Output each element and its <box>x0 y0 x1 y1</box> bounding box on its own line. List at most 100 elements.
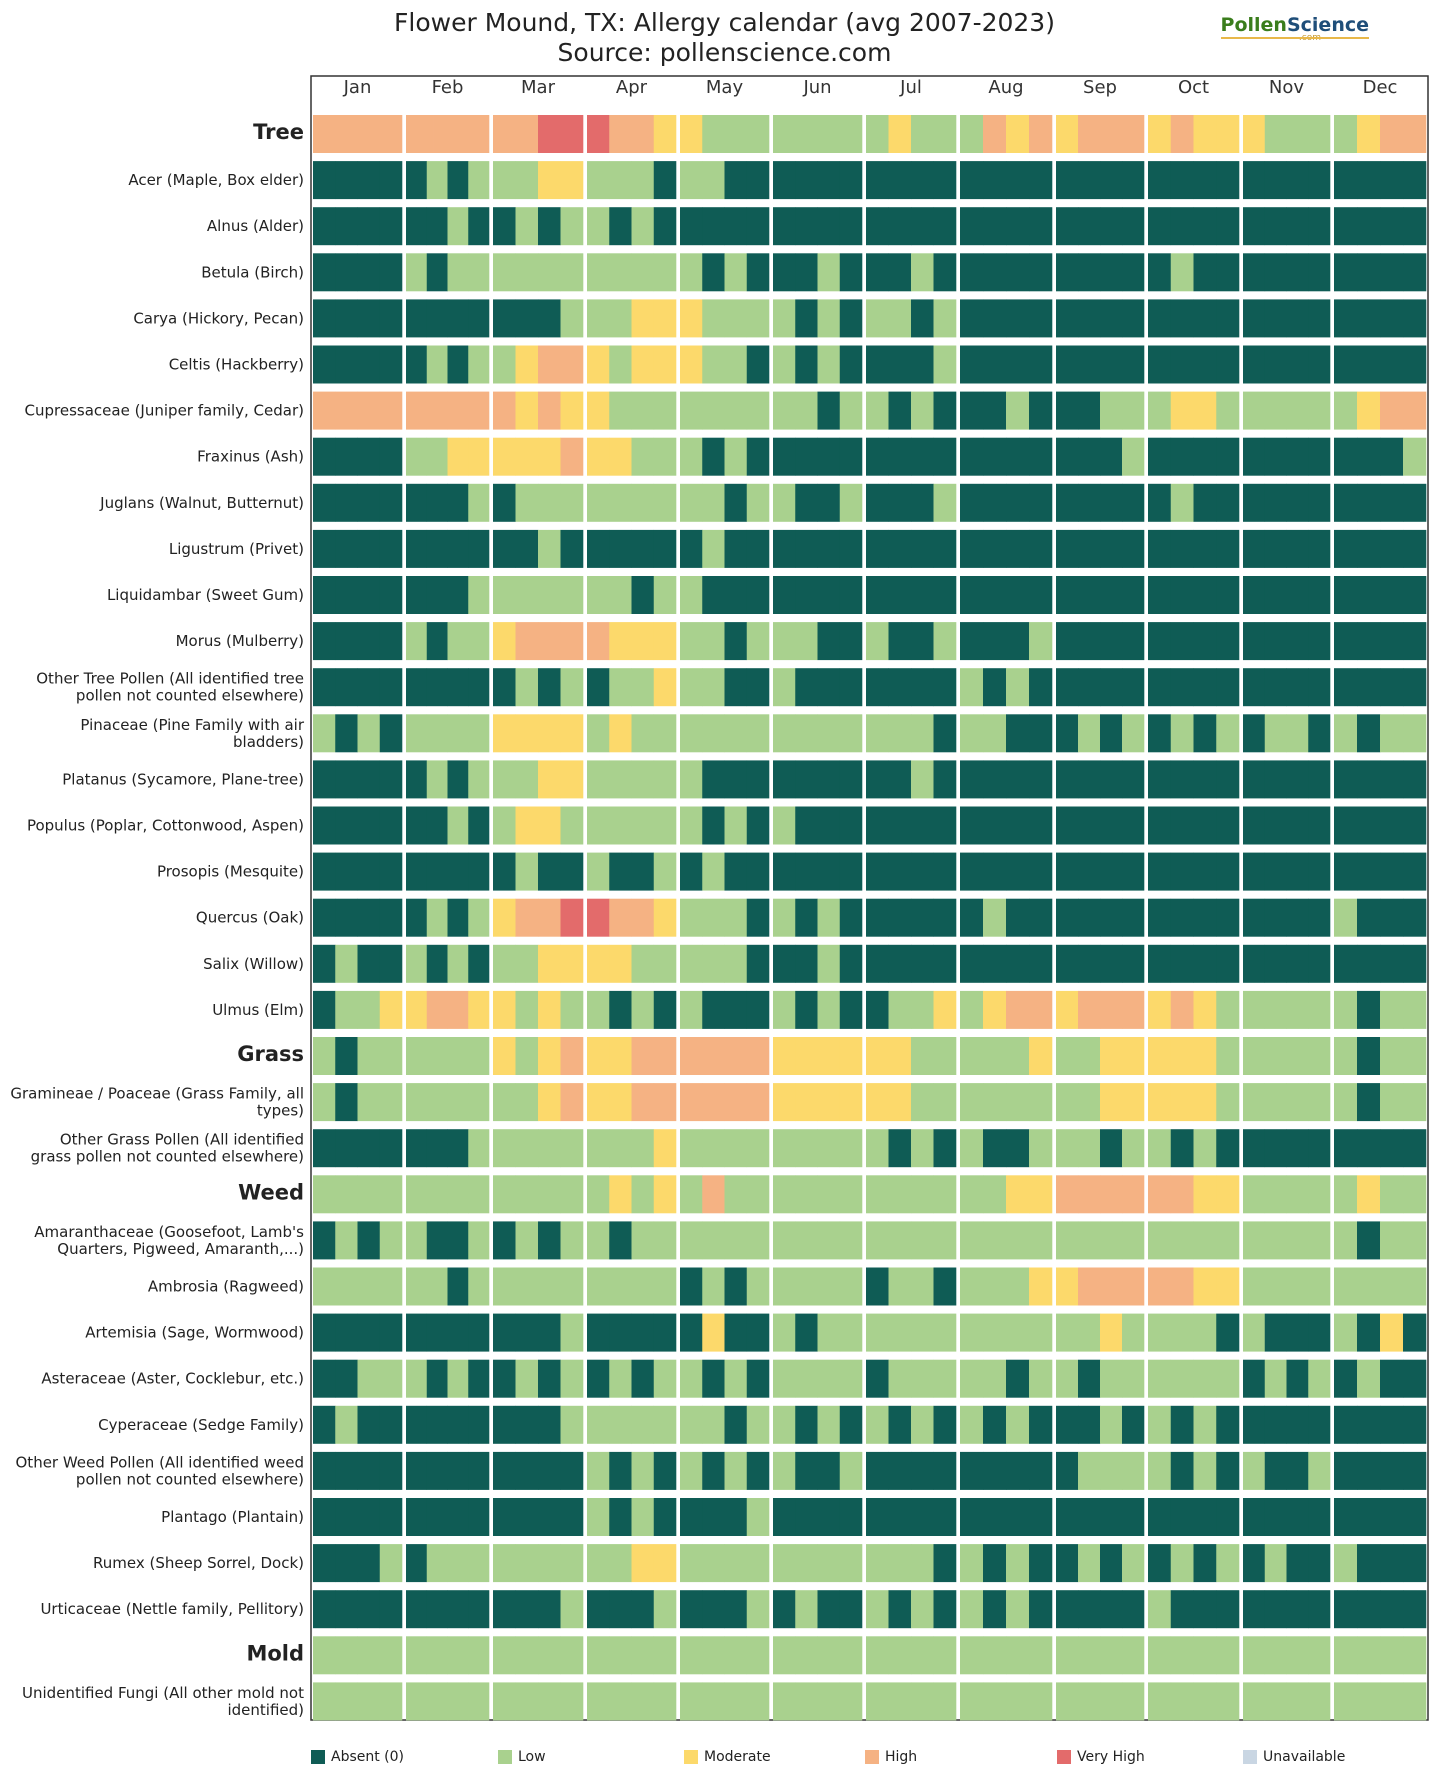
heat-cell <box>609 437 632 476</box>
heat-cell <box>653 437 677 476</box>
heat-cell <box>1216 1313 1240 1352</box>
heat-cell <box>960 852 984 891</box>
heat-cell <box>1403 207 1427 246</box>
heat-cell <box>447 668 469 707</box>
heat-cell <box>406 944 428 983</box>
heat-cell <box>817 161 841 200</box>
heat-cell <box>983 391 1007 430</box>
heat-cell <box>1056 1636 1079 1675</box>
heat-cell <box>1148 576 1172 614</box>
heat-cell <box>1286 1544 1309 1583</box>
heat-cell <box>653 622 677 661</box>
legend-label: Unavailable <box>1263 1749 1346 1765</box>
heat-cell <box>1170 760 1194 799</box>
heat-cell <box>631 161 655 200</box>
heat-cell <box>515 1405 539 1444</box>
heat-cell <box>773 253 796 292</box>
heat-cell <box>1056 898 1079 937</box>
heat-cell <box>1286 1590 1309 1629</box>
category-label: Weed <box>238 1180 304 1204</box>
heat-cell <box>1216 714 1240 753</box>
heat-cell <box>1148 1498 1172 1536</box>
heat-cell <box>1334 760 1358 799</box>
heat-cell <box>680 1359 703 1398</box>
heat-cell <box>724 529 748 568</box>
heat-cell <box>587 299 610 338</box>
heat-cell <box>746 622 770 661</box>
heat-cell <box>609 852 632 891</box>
heat-cell <box>773 760 796 799</box>
heat-cell <box>1216 806 1240 845</box>
heat-cell <box>839 253 863 292</box>
row-label: Asteraceae (Aster, Cocklebur, etc.) <box>41 1370 304 1388</box>
heat-cell <box>773 1129 796 1168</box>
heat-cell <box>609 1544 632 1583</box>
heat-cell <box>1100 898 1123 937</box>
heat-cell <box>1148 207 1172 246</box>
heat-cell <box>888 1221 912 1260</box>
heat-cell <box>493 990 516 1029</box>
heat-cell <box>773 207 796 246</box>
heat-cell <box>1193 391 1217 430</box>
heat-cell <box>1170 1682 1194 1721</box>
heat-cell <box>468 207 490 246</box>
heat-cell <box>631 714 655 753</box>
heat-cell <box>1029 1175 1053 1214</box>
heat-cell <box>1380 760 1404 799</box>
heat-cell <box>447 1313 469 1352</box>
heat-cell <box>1380 898 1404 937</box>
heat-cell <box>560 253 584 292</box>
heat-cell <box>631 1267 655 1306</box>
heat-cell <box>406 760 428 799</box>
heat-cell <box>379 437 403 476</box>
heat-cell <box>1380 1359 1404 1398</box>
heat-cell <box>379 806 403 845</box>
heat-cell <box>1170 990 1194 1029</box>
heat-cell <box>866 483 889 522</box>
heat-cell <box>1357 806 1381 845</box>
heat-cell <box>538 1451 561 1490</box>
heat-cell <box>911 253 934 292</box>
heat-cell <box>1243 207 1266 246</box>
heat-cell <box>313 391 336 430</box>
heat-cell <box>1193 207 1217 246</box>
heat-cell <box>933 1590 957 1629</box>
heat-cell <box>1100 1636 1123 1675</box>
heat-cell <box>1357 299 1381 338</box>
heat-cell <box>335 529 358 568</box>
heat-cell <box>960 1405 984 1444</box>
heat-cell <box>724 1636 748 1675</box>
heat-cell <box>724 1405 748 1444</box>
heat-cell <box>1403 760 1427 799</box>
heat-cell <box>1380 714 1404 753</box>
heat-cell <box>1170 1405 1194 1444</box>
heat-cell <box>357 1498 381 1536</box>
heat-cell <box>357 391 381 430</box>
heat-cell <box>746 1313 770 1352</box>
heat-cell <box>773 1636 796 1675</box>
heat-cell <box>746 391 770 430</box>
heat-cell <box>631 576 655 614</box>
heat-cell <box>866 253 889 292</box>
heat-cell <box>560 1129 584 1168</box>
heat-cell <box>426 529 448 568</box>
heat-cell <box>1148 483 1172 522</box>
heat-cell <box>773 345 796 384</box>
heat-cell <box>911 1405 934 1444</box>
heat-cell <box>379 1590 403 1629</box>
heat-cell <box>680 622 703 661</box>
heat-cell <box>1006 1083 1030 1122</box>
heat-cell <box>1056 714 1079 753</box>
heat-cell <box>1100 990 1123 1029</box>
heat-cell <box>911 1129 934 1168</box>
heat-cell <box>680 1129 703 1168</box>
heat-cell <box>1006 299 1030 338</box>
heat-cell <box>447 437 469 476</box>
row-label: grass pollen not counted elsewhere) <box>31 1148 304 1166</box>
heat-cell <box>1216 529 1240 568</box>
heat-cell <box>795 714 818 753</box>
heat-cell <box>1334 668 1358 707</box>
heat-cell <box>313 1359 336 1398</box>
heat-cell <box>1006 391 1030 430</box>
heat-cell <box>1216 1451 1240 1490</box>
